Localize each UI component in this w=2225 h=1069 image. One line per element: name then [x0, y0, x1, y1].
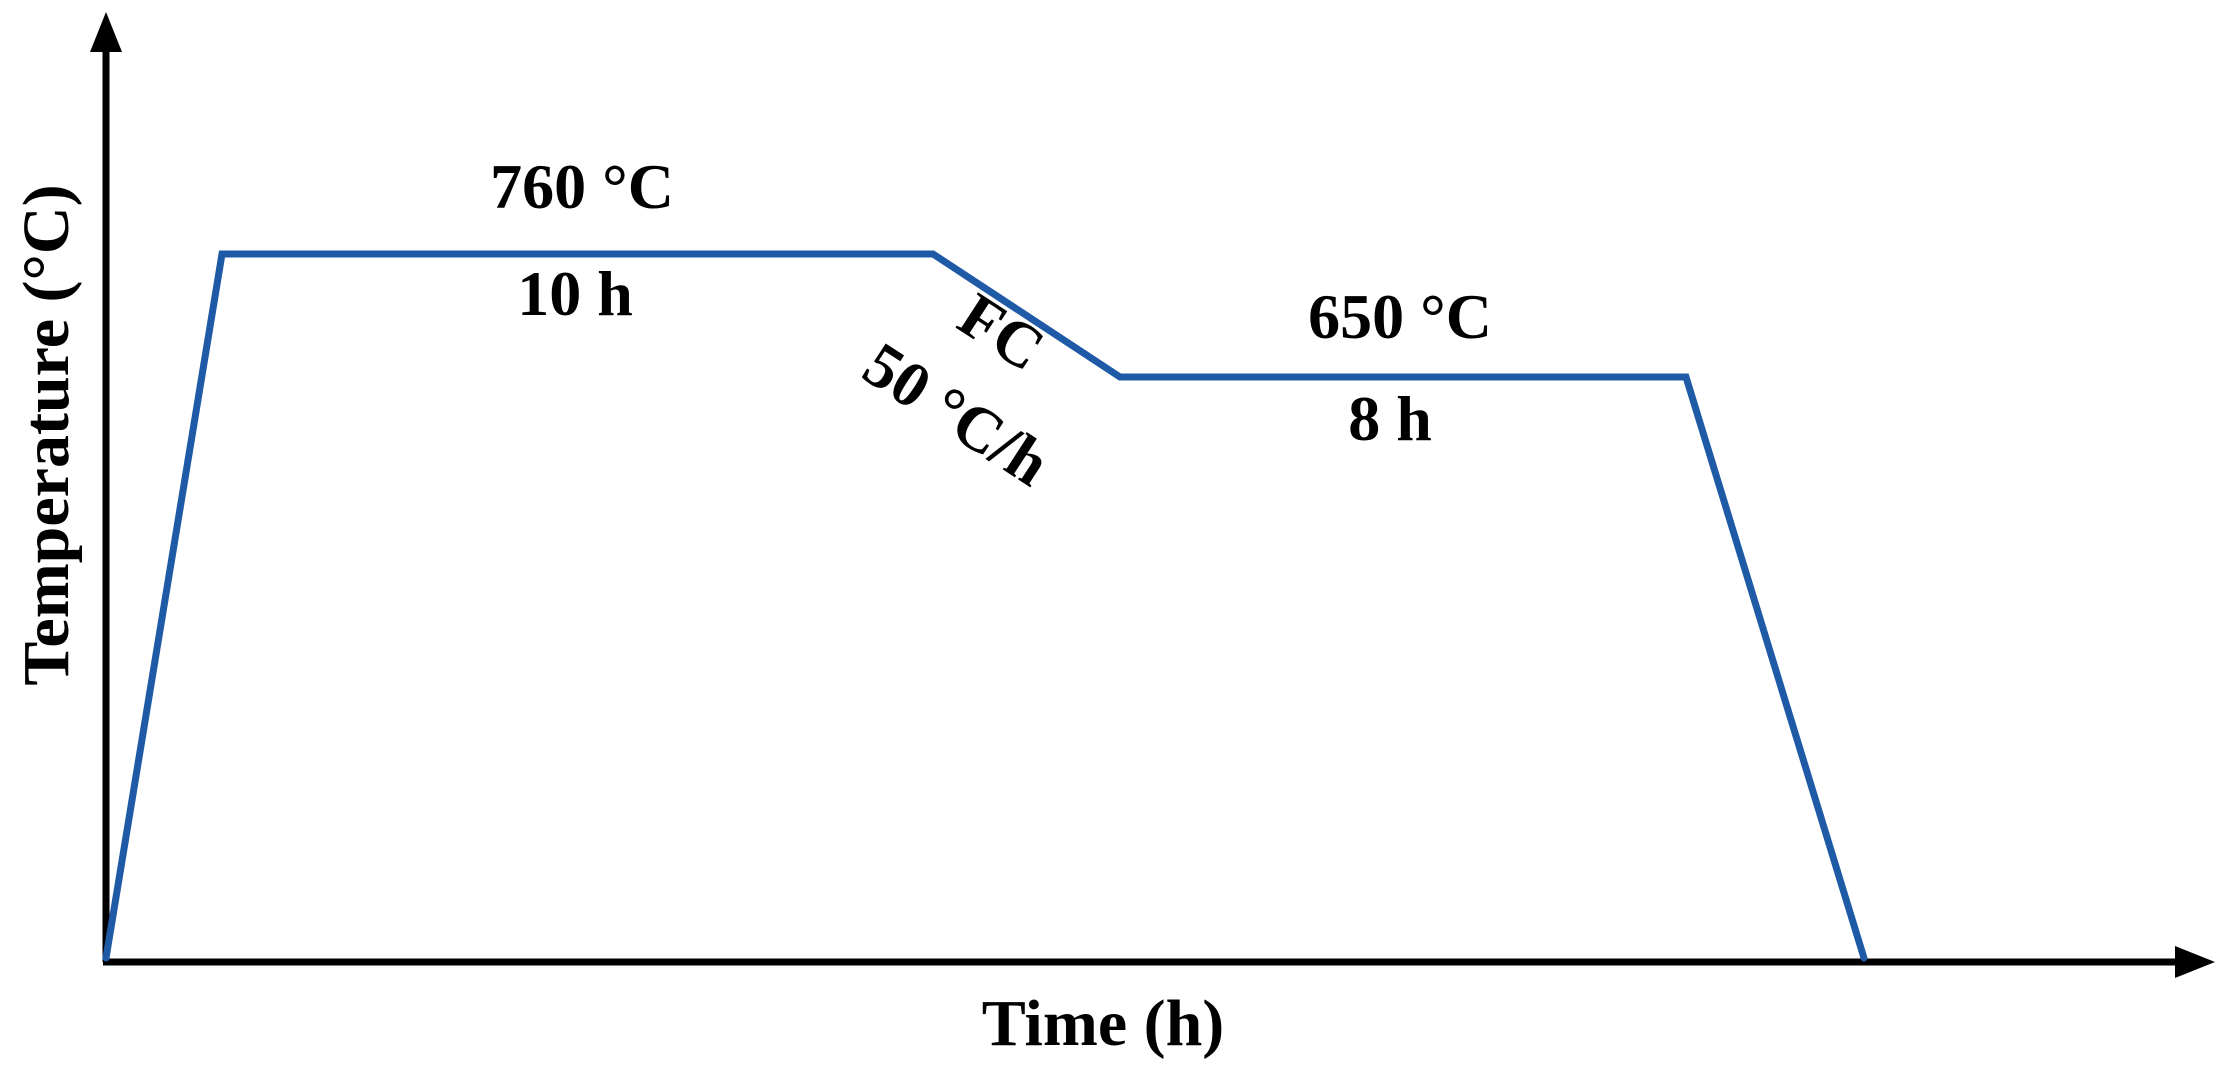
hold2-temperature-label: 650 °C: [1308, 281, 1492, 352]
temperature-profile-line: [102, 250, 1868, 962]
y-axis-title: Temperature (°C): [10, 184, 83, 685]
hold1-temperature-label: 760 °C: [490, 151, 674, 222]
hold2-duration-label: 8 h: [1348, 383, 1432, 454]
y-axis-arrowhead: [90, 12, 122, 52]
x-axis-title: Time (h): [982, 987, 1225, 1060]
x-axis-arrowhead: [2175, 946, 2215, 978]
hold1-duration-label: 10 h: [517, 258, 633, 329]
cooling-method-label: FC: [947, 279, 1057, 385]
